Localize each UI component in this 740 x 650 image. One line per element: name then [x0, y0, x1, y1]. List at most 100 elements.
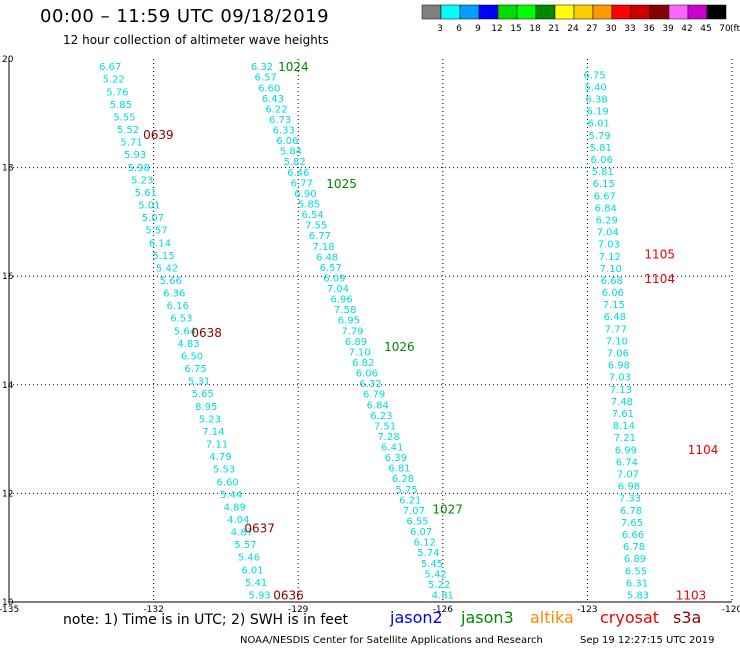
wave-height-value: 5.40	[585, 82, 607, 93]
wave-height-value: 6.84	[595, 203, 617, 214]
wave-height-value: 7.03	[609, 373, 631, 384]
wave-height-value: 6.43	[262, 94, 284, 105]
wave-height-value: 6.41	[381, 443, 403, 454]
x-tick-label: -129	[288, 605, 309, 615]
wave-height-value: 7.10	[606, 336, 628, 347]
legend-tick-label: 45	[700, 24, 711, 34]
wave-height-value: 7.11	[206, 440, 228, 451]
wave-height-value: 6.98	[618, 482, 640, 493]
wave-height-value: 4.87	[231, 528, 253, 539]
wave-height-value: 6.66	[622, 530, 644, 541]
wave-height-value: 7.07	[403, 506, 425, 517]
wave-height-value: 6.06	[602, 288, 624, 299]
wave-height-value: 5.65	[192, 389, 214, 400]
wave-height-value: 5.46	[238, 553, 260, 564]
wave-height-value: 4.83	[177, 339, 199, 350]
wave-height-value: 6.82	[352, 358, 374, 369]
legend-swatch	[497, 4, 518, 20]
legend-swatch	[611, 4, 632, 20]
wave-height-value: 6.12	[414, 538, 436, 549]
track-time-label: 1104	[688, 443, 719, 457]
sat-label-cryosat: cryosat	[600, 608, 660, 627]
wave-height-value: 7.04	[597, 228, 619, 239]
legend-tick-label: 39	[662, 24, 674, 34]
wave-height-value: 6.21	[399, 495, 421, 506]
wave-height-value: 5.84	[280, 147, 302, 158]
legend-swatch	[630, 4, 651, 20]
wave-height-value: 7.51	[374, 421, 396, 432]
sat-label-jason2: jason2	[390, 608, 443, 627]
wave-height-value: 7.55	[305, 221, 327, 232]
x-tick-label: -126	[433, 605, 454, 615]
wave-height-value: 5.23	[199, 414, 221, 425]
wave-height-value: 6.73	[269, 115, 291, 126]
wave-height-value: 5.82	[283, 157, 305, 168]
wave-height-value: 6.55	[625, 566, 647, 577]
legend-tick-label: 9	[475, 24, 481, 34]
wave-height-value: 6.60	[258, 83, 280, 94]
legend-swatch	[687, 4, 708, 20]
track-time-label: 1103	[676, 588, 707, 602]
wave-height-value: 6.46	[287, 168, 309, 179]
sat-label-s3a: s3a	[673, 608, 702, 627]
wave-height-value: 6.48	[316, 252, 338, 263]
wave-height-value: 6.32	[359, 379, 381, 390]
wave-height-value: 5.31	[188, 377, 210, 388]
wave-height-value: 5.74	[417, 548, 439, 559]
wave-height-value: 6.39	[385, 453, 407, 464]
wave-height-value: 5.61	[135, 188, 157, 199]
legend-tick-label: 21	[548, 24, 559, 34]
chart-subtitle: 12 hour collection of altimeter wave hei…	[63, 33, 329, 47]
track-time-label: 1104	[644, 272, 675, 286]
legend-tick-label: 15	[510, 24, 521, 34]
wave-height-value: 5.75	[396, 485, 418, 496]
wave-height-value: 6.77	[309, 231, 331, 242]
wave-height-value: 6.29	[596, 215, 618, 226]
wave-height-value: 5.45	[421, 559, 443, 570]
track-time-label: 0636	[273, 588, 304, 602]
wave-height-value: 6.81	[388, 464, 410, 475]
wave-height-value: 7.28	[377, 432, 399, 443]
wave-height-value: 5.55	[113, 112, 135, 123]
y-tick-label: 14	[2, 381, 14, 391]
legend-swatch	[592, 4, 613, 20]
wave-height-value: 6.48	[604, 312, 626, 323]
wave-height-value: 5.44	[220, 490, 242, 501]
wave-height-value: 4.79	[209, 452, 231, 463]
wave-height-value: 6.31	[626, 578, 648, 589]
wave-height-value: 6.16	[167, 301, 189, 312]
track-time-label: 0637	[244, 522, 275, 536]
wave-height-value: 5.79	[589, 131, 611, 142]
wave-height-value: 5.42	[156, 263, 178, 274]
wave-height-value: 5.81	[592, 167, 614, 178]
track-time-label: 1026	[384, 340, 415, 354]
wave-height-value: 7.15	[603, 300, 625, 311]
wave-height-value: 7.58	[334, 305, 356, 316]
wave-height-value: 5.71	[120, 138, 142, 149]
wave-height-value: 5.52	[117, 125, 139, 136]
wave-height-value: 6.84	[367, 400, 389, 411]
wave-height-value: 5.42	[424, 569, 446, 580]
sat-label-altika: altika	[530, 608, 574, 627]
track-time-label: 1105	[644, 247, 675, 261]
chart-title: 00:00 – 11:59 UTC 09/18/2019	[40, 6, 330, 27]
track-time-label: 1024	[278, 60, 309, 74]
wave-height-value: 7.14	[202, 427, 224, 438]
wave-height-value: 6.23	[370, 411, 392, 422]
wave-height-value: 5.41	[245, 578, 267, 589]
footer-note: note: 1) Time is in UTC; 2) SWH is in fe…	[63, 612, 349, 628]
wave-height-value: 6.57	[255, 73, 277, 84]
wave-height-value: 6.74	[616, 457, 638, 468]
wave-height-value: 6.68	[601, 276, 623, 287]
wave-height-value: 5.83	[627, 590, 649, 601]
credit-timestamp: Sep 19 12:27:15 UTC 2019	[580, 635, 715, 646]
y-tick-label: 10	[2, 598, 14, 608]
wave-height-value: 7.33	[619, 494, 641, 505]
y-tick-label: 12	[2, 489, 13, 499]
wave-height-value: 6.99	[615, 445, 637, 456]
legend-tick-label: 33	[624, 24, 635, 34]
legend-swatch	[440, 4, 461, 20]
wave-height-value: 6.78	[623, 542, 645, 553]
wave-height-value: 7.65	[621, 518, 643, 529]
y-tick-label: 18	[2, 164, 14, 174]
